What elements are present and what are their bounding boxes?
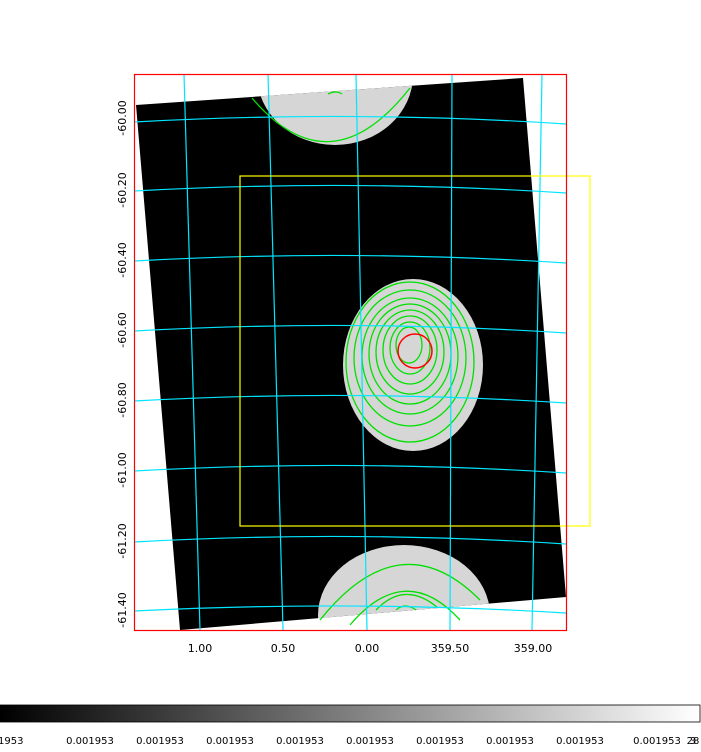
colorbar-label: 0.001953 — [633, 736, 681, 747]
colorbar — [0, 704, 701, 723]
y-label: -60.80 — [116, 382, 129, 417]
y-label: -60.40 — [116, 242, 129, 277]
colorbar-label: 0.001953 — [486, 736, 534, 747]
colorbar-label: 0.001953 — [346, 736, 394, 747]
coordinate-grid — [133, 73, 567, 631]
y-label: -61.40 — [116, 592, 129, 627]
colorbar-label: 1953 — [0, 736, 23, 747]
x-label: 359.00 — [514, 642, 553, 655]
labels: -60.00 -60.20 -60.40 -60.60 -60.80 -61.00 -61.… — [0, 100, 699, 747]
region-circle — [397, 333, 433, 369]
colorbar-label: 0.001953 — [136, 736, 184, 747]
colorbar-label: 3 — [690, 736, 696, 747]
y-label: -60.00 — [116, 100, 129, 135]
y-label: -60.60 — [116, 312, 129, 347]
contours — [251, 87, 481, 626]
x-label: 359.50 — [431, 642, 470, 655]
x-label: 0.00 — [355, 642, 380, 655]
colorbar-label: 0.001953 — [66, 736, 114, 747]
x-label: 0.50 — [271, 642, 296, 655]
y-label: -61.00 — [116, 452, 129, 487]
y-label: -60.20 — [116, 172, 129, 207]
colorbar-label: 0.001953 — [276, 736, 324, 747]
colorbar-label: 0.001953 — [556, 736, 604, 747]
x-label: 1.00 — [188, 642, 213, 655]
y-label: -61.20 — [116, 523, 129, 558]
sky-image — [136, 78, 566, 630]
colorbar-label: 0.001953 — [416, 736, 464, 747]
region-box — [239, 175, 591, 527]
frame — [133, 73, 568, 632]
colorbar-label: 28 — [687, 736, 700, 747]
colorbar-label: 0.001953 — [206, 736, 254, 747]
